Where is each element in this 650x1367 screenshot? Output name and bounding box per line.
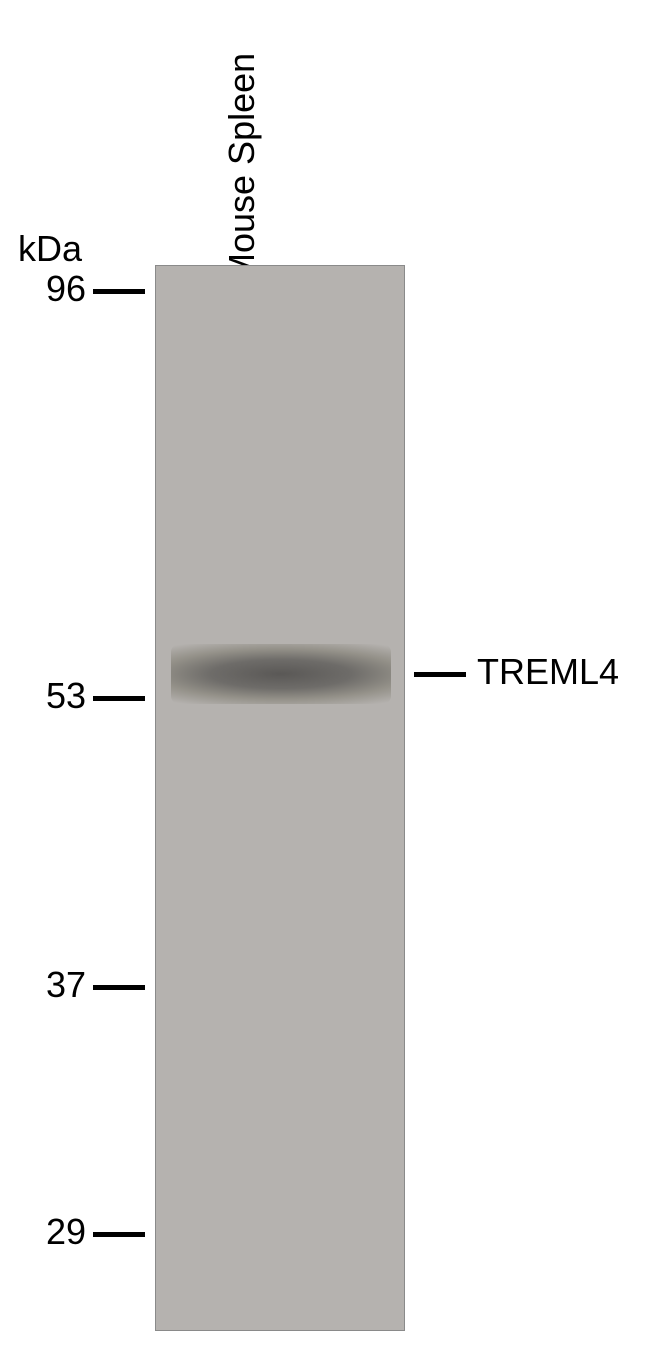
marker-tick [93, 696, 145, 701]
western-blot-figure: kDa Mouse Spleen 96 53 37 29 TREML4 [0, 0, 650, 1367]
kda-unit-label: kDa [18, 228, 82, 270]
blot-lane [155, 265, 405, 1331]
marker-label: 37 [38, 964, 86, 1006]
lane-label: Mouse Spleen [221, 53, 263, 283]
marker-label: 53 [38, 675, 86, 717]
marker-tick [93, 985, 145, 990]
marker-tick [93, 1232, 145, 1237]
marker-tick [93, 289, 145, 294]
protein-band [171, 644, 391, 704]
band-tick [414, 672, 466, 677]
marker-label: 96 [38, 268, 86, 310]
marker-label: 29 [38, 1211, 86, 1253]
band-label: TREML4 [477, 651, 619, 693]
